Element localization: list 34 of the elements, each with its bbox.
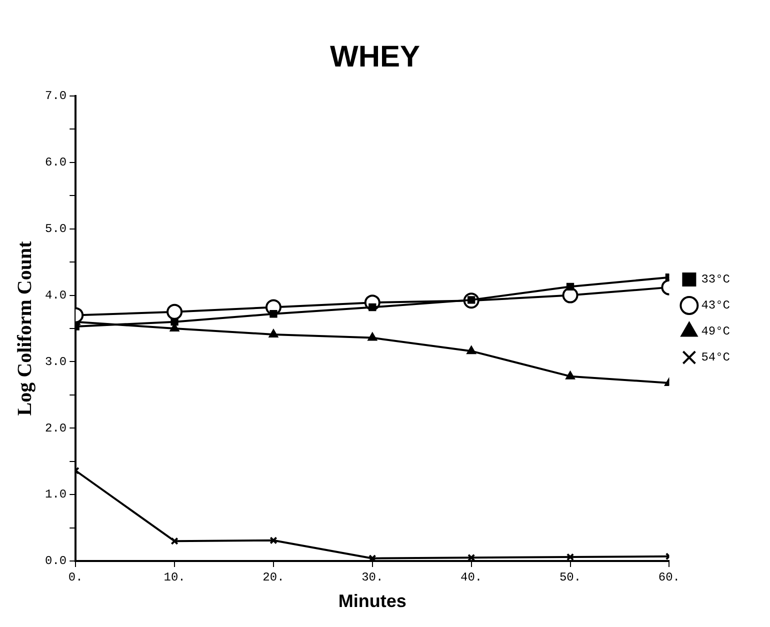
point (466, 346, 476, 354)
point (368, 332, 377, 341)
x-axis-title: Minutes (338, 591, 406, 612)
y-axis-title: Log Coliform Count (14, 240, 36, 416)
x-tick-label: 0. (68, 570, 83, 584)
x-tick-label: 60. (658, 570, 680, 584)
chart-title: WHEY (330, 40, 420, 74)
x-tick-label: 40. (460, 570, 482, 584)
legend-label: 33°C (701, 272, 730, 287)
point (566, 371, 575, 380)
y-tick-label: 6.0 (44, 156, 67, 170)
y-tick-label: 5.0 (44, 222, 67, 236)
point (170, 537, 178, 545)
point (270, 536, 278, 544)
y-tick-label: 7.0 (44, 89, 67, 104)
y-tick-label: 0.0 (44, 554, 67, 568)
x-tick-label: 20. (262, 570, 284, 584)
y-tick-label: 4.0 (44, 288, 67, 302)
point (170, 318, 178, 326)
x-tick-label: 30. (362, 570, 384, 584)
y-tick-label: 2.0 (44, 421, 67, 436)
point (566, 282, 574, 290)
legend-label: 43°C (701, 298, 730, 313)
point (562, 287, 578, 304)
point (269, 329, 278, 338)
point (368, 303, 376, 312)
legend-label: 49°C (701, 324, 730, 339)
y-tick-label: 1.0 (44, 488, 67, 502)
x-tick-label: 10. (164, 570, 186, 584)
y-tick-label: 3.0 (44, 354, 67, 369)
x-tick-label: 50. (559, 570, 582, 584)
point (166, 304, 183, 320)
legend-label: 54°C (701, 350, 730, 365)
point (270, 310, 278, 318)
